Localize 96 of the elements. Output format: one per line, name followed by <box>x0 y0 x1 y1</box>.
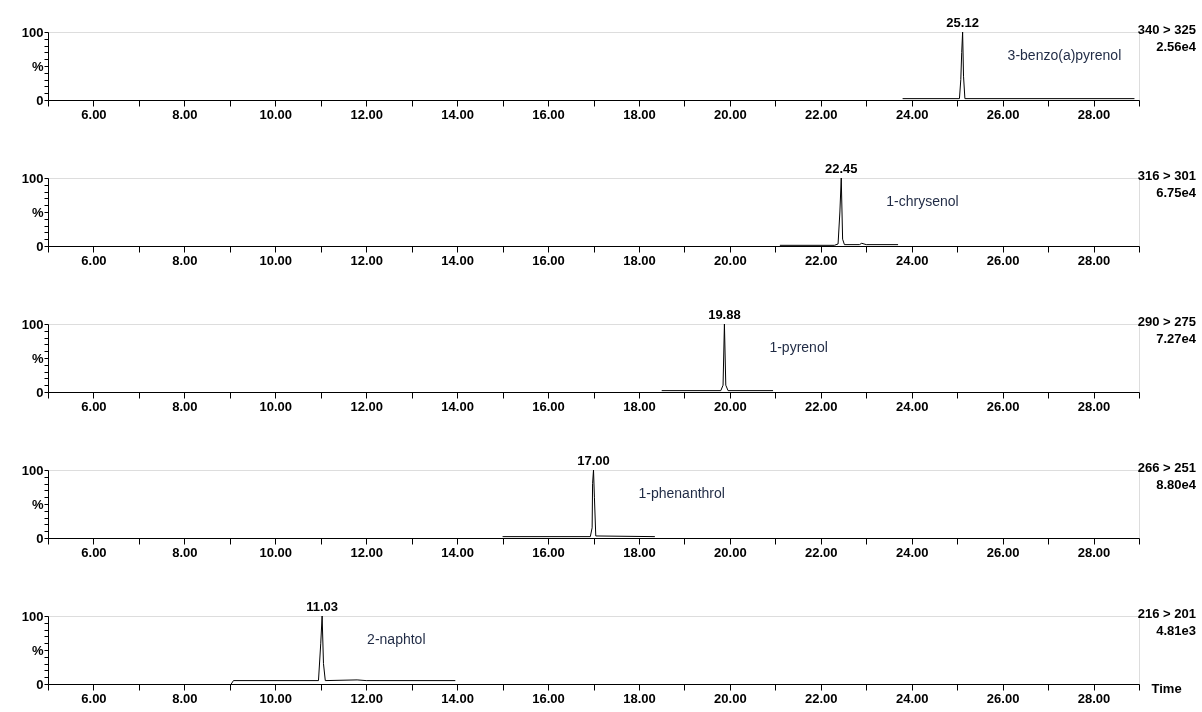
x-tick-label: 28.00 <box>1077 544 1111 560</box>
x-tick-label: 22.00 <box>805 690 838 706</box>
x-tick-label: 16.00 <box>532 106 565 122</box>
x-tick-label: 26.00 <box>986 106 1020 122</box>
x-tick-label: 8.00 <box>172 252 198 268</box>
x-tick-label: 28.00 <box>1077 252 1111 268</box>
x-tick-label: 24.00 <box>895 252 929 268</box>
annotation: 266 > 251 <box>1137 460 1196 475</box>
x-tick-label: 6.00 <box>81 106 107 122</box>
y-tick-label: 0 <box>36 530 44 546</box>
x-tick-label: 16.00 <box>532 544 565 560</box>
y-tick-label: % <box>31 642 44 658</box>
x-tick-label: 22.00 <box>805 252 838 268</box>
x-tick-label: 26.00 <box>986 252 1020 268</box>
x-tick-label: 20.00 <box>714 252 747 268</box>
x-tick-label: 24.00 <box>895 544 929 560</box>
annotation: 1-pyrenol <box>769 338 828 355</box>
x-tick-label: 14.00 <box>441 544 474 560</box>
y-tick-label: 100 <box>21 170 44 186</box>
x-tick-label: 10.00 <box>259 690 293 706</box>
x-tick-label: 10.00 <box>259 544 293 560</box>
annotation: 3-benzo(a)pyrenol <box>1007 46 1122 63</box>
x-tick-label: 20.00 <box>714 690 747 706</box>
y-tick-label: % <box>31 350 44 366</box>
x-tick-label: 24.00 <box>895 106 929 122</box>
x-tick-label: 8.00 <box>172 544 198 560</box>
x-tick-label: 10.00 <box>259 252 293 268</box>
text: 8.80e4 <box>1156 477 1197 492</box>
y-tick-label: % <box>31 58 44 74</box>
y-tick-label: 100 <box>21 462 44 478</box>
annotation: 2-naphtol <box>367 630 426 647</box>
y-tick-label: 0 <box>36 384 44 400</box>
annotation: 316 > 301 <box>1137 168 1196 183</box>
y-tick-label: 0 <box>36 92 44 108</box>
x-tick-label: 24.00 <box>895 690 929 706</box>
annotation: 19.88 <box>708 307 741 322</box>
y-tick-label: 0 <box>36 238 44 254</box>
x-tick-label: 12.00 <box>350 106 383 122</box>
x-tick-label: 28.00 <box>1077 398 1111 414</box>
x-tick-label: 14.00 <box>441 398 474 414</box>
x-tick-label: 12.00 <box>350 544 383 560</box>
x-tick-label: 20.00 <box>714 106 747 122</box>
x-tick-label: 16.00 <box>532 252 565 268</box>
x-tick-label: 18.00 <box>623 106 656 122</box>
x-tick-label: 6.00 <box>81 690 107 706</box>
text: 7.27e4 <box>1156 331 1197 346</box>
x-tick-label: 12.00 <box>350 690 383 706</box>
x-tick-label: 18.00 <box>623 252 656 268</box>
x-axis-title: Time <box>1151 680 1182 696</box>
x-tick-label: 20.00 <box>714 544 747 560</box>
y-tick-label: 100 <box>21 24 44 40</box>
annotation: 1-chrysenol <box>886 192 959 209</box>
text: 6.75e4 <box>1156 185 1197 200</box>
x-tick-label: 12.00 <box>350 252 383 268</box>
annotation: 25.12 <box>946 15 979 30</box>
x-tick-label: 22.00 <box>805 398 838 414</box>
x-tick-label: 20.00 <box>714 398 747 414</box>
x-tick-label: 18.00 <box>623 398 656 414</box>
x-tick-label: 8.00 <box>172 398 198 414</box>
x-tick-label: 8.00 <box>172 690 198 706</box>
x-tick-label: 14.00 <box>441 106 474 122</box>
x-tick-label: 28.00 <box>1077 690 1111 706</box>
x-tick-label: 26.00 <box>986 690 1020 706</box>
x-tick-label: 24.00 <box>895 398 929 414</box>
x-tick-label: 16.00 <box>532 398 565 414</box>
x-tick-label: 14.00 <box>441 252 474 268</box>
x-tick-label: 8.00 <box>172 106 198 122</box>
x-tick-label: 18.00 <box>623 690 656 706</box>
x-tick-label: 6.00 <box>81 252 107 268</box>
y-tick-label: 100 <box>21 608 44 624</box>
text: 4.81e3 <box>1156 623 1196 638</box>
annotation: 22.45 <box>824 161 858 176</box>
y-tick-label: % <box>31 204 44 220</box>
annotation: 290 > 275 <box>1137 314 1196 329</box>
annotation: 216 > 201 <box>1137 606 1196 621</box>
x-tick-label: 18.00 <box>623 544 656 560</box>
x-tick-label: 28.00 <box>1077 106 1111 122</box>
x-tick-label: 6.00 <box>81 398 107 414</box>
x-tick-label: 12.00 <box>350 398 383 414</box>
x-tick-label: 16.00 <box>532 690 565 706</box>
x-tick-label: 14.00 <box>441 690 474 706</box>
annotation: 1-phenanthrol <box>638 484 725 501</box>
y-tick-label: 100 <box>21 316 44 332</box>
annotation: 11.03 <box>306 599 339 614</box>
x-tick-label: 22.00 <box>805 544 838 560</box>
x-tick-label: 26.00 <box>986 544 1020 560</box>
text: 2.56e4 <box>1156 39 1197 54</box>
annotation: 340 > 325 <box>1137 22 1196 37</box>
x-tick-label: 6.00 <box>81 544 107 560</box>
x-tick-label: 10.00 <box>259 398 293 414</box>
x-tick-label: 22.00 <box>805 106 838 122</box>
x-tick-label: 10.00 <box>259 106 293 122</box>
annotation: 17.00 <box>577 453 610 468</box>
y-tick-label: 0 <box>36 676 44 692</box>
y-tick-label: % <box>31 496 44 512</box>
x-tick-label: 26.00 <box>986 398 1020 414</box>
